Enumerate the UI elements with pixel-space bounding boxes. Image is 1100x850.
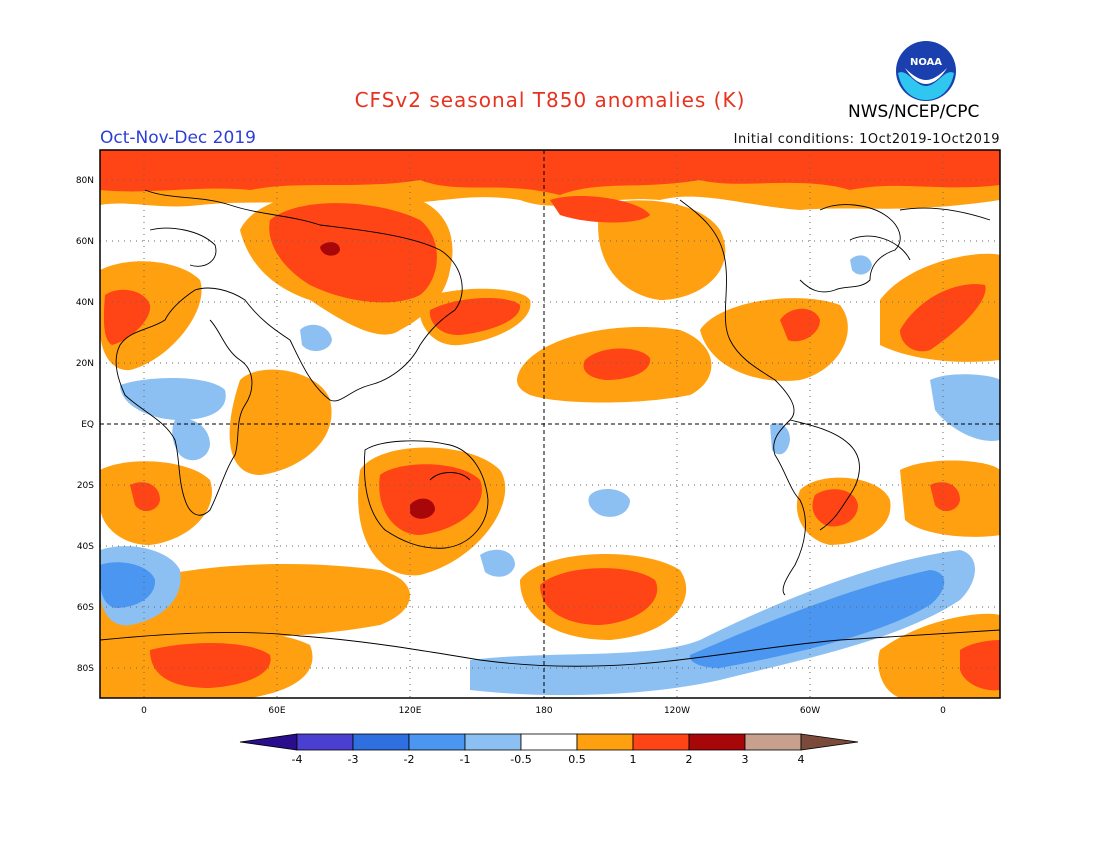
colorbar-segment: [688, 733, 746, 751]
initial-conditions: Initial conditions: 1Oct2019-1Oct2019: [733, 132, 1000, 147]
colorbar-min-arrow: [239, 733, 298, 751]
logo-text: NOAA: [910, 57, 942, 68]
lat-label: 40N: [76, 298, 94, 308]
agency-label: NWS/NCEP/CPC: [848, 102, 980, 122]
map-graticule: [100, 150, 1000, 698]
colorbar-segment: [744, 733, 802, 751]
map-frame: [99, 149, 1001, 699]
figure-title: CFSv2 seasonal T850 anomalies (K): [354, 88, 746, 112]
colorbar-segment: [296, 733, 354, 751]
colorbar-tick-label: -0.5: [510, 753, 531, 766]
colorbar-tick-label: 3: [742, 753, 749, 766]
colorbar-tick-label: 0.5: [568, 753, 586, 766]
equator-dateline: [100, 150, 1000, 698]
lat-label: 20N: [76, 359, 94, 369]
colorbar-segment: [408, 733, 466, 751]
lon-label: 60E: [268, 706, 285, 716]
lon-label: 0: [141, 706, 147, 716]
colorbar-tick-label: -3: [348, 753, 359, 766]
colorbar-segment: [352, 733, 410, 751]
forecast-period: Oct-Nov-Dec 2019: [100, 128, 256, 148]
latitude-labels: 80N 60N 40N 20N EQ 20S 40S 60S 80S: [76, 176, 94, 674]
anomaly-shading: [100, 150, 1000, 698]
noaa-logo-icon: NOAA: [896, 41, 956, 101]
lat-label: 20S: [77, 481, 94, 491]
colorbar: -4 -3 -2 -1 -0.5 0.5 1 2 3 4: [239, 733, 859, 766]
lon-label: 120W: [664, 706, 690, 716]
lat-label: EQ: [81, 420, 94, 430]
colorbar-segment: [464, 733, 522, 751]
colorbar-tick-label: -2: [404, 753, 415, 766]
colorbar-segment: [520, 733, 578, 751]
lat-label: 60N: [76, 237, 94, 247]
lon-label: 0: [940, 706, 946, 716]
colorbar-tick-label: 2: [686, 753, 693, 766]
colorbar-segment: [632, 733, 690, 751]
lat-label: 60S: [77, 603, 94, 613]
colorbar-tick-label: -4: [292, 753, 303, 766]
colorbar-max-arrow: [800, 733, 859, 751]
colorbar-tick-label: 1: [630, 753, 637, 766]
lon-label: 60W: [800, 706, 820, 716]
colorbar-segment: [576, 733, 634, 751]
lat-label: 80S: [77, 664, 94, 674]
lon-label: 120E: [399, 706, 422, 716]
lon-label: 180: [535, 706, 552, 716]
lat-label: 40S: [77, 542, 94, 552]
lat-label: 80N: [76, 176, 94, 186]
colorbar-tick-label: 4: [798, 753, 805, 766]
coastlines: [100, 189, 1000, 667]
longitude-labels: 0 60E 120E 180 120W 60W 0: [141, 706, 946, 716]
colorbar-tick-label: -1: [460, 753, 471, 766]
